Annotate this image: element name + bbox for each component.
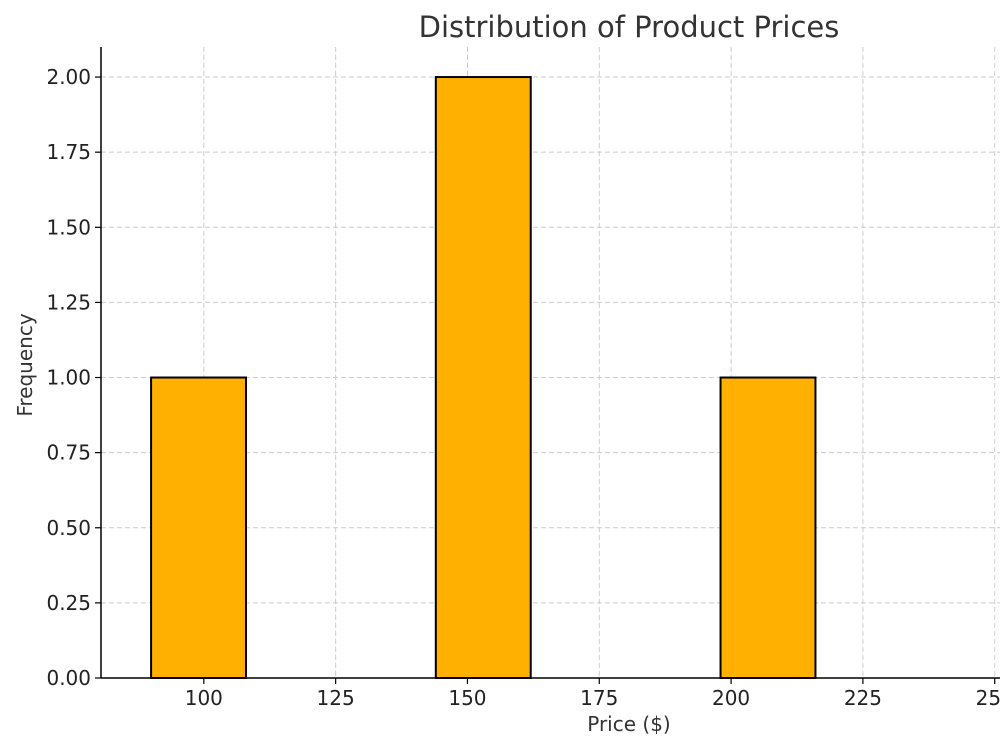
y-tick-label: 2.00	[46, 65, 91, 89]
x-tick-label: 125	[317, 686, 355, 710]
y-tick-label: 1.25	[46, 290, 91, 314]
y-tick-label: 0.25	[46, 591, 91, 615]
x-tick-label: 100	[185, 686, 223, 710]
y-tick-label: 0.75	[46, 441, 91, 465]
grid-lines	[101, 47, 1000, 679]
x-tick-label: 225	[844, 686, 882, 710]
histogram-bar	[719, 376, 817, 679]
y-axis-label: Frequency	[13, 313, 37, 416]
histogram-bar	[434, 76, 532, 680]
x-tick-label: 200	[712, 686, 750, 710]
x-tick-label: 250	[976, 686, 1000, 710]
x-axis-ticks: 100 125 150 175 200 225 250	[185, 678, 1000, 710]
y-tick-label: 1.75	[46, 140, 91, 164]
y-tick-label: 0.50	[46, 516, 91, 540]
bars	[150, 76, 817, 680]
y-axis-ticks: 0.00 0.25 0.50 0.75 1.00 1.25 1.50 1.75 2.00	[46, 65, 101, 690]
chart-title: Distribution of Product Prices	[419, 10, 840, 44]
y-tick-label: 0.00	[46, 666, 91, 690]
y-tick-label: 1.50	[46, 215, 91, 239]
x-tick-label: 175	[580, 686, 618, 710]
x-tick-label: 150	[448, 686, 486, 710]
histogram-bar	[150, 376, 247, 679]
y-tick-label: 1.00	[46, 366, 91, 390]
x-axis-label: Price ($)	[587, 712, 670, 736]
